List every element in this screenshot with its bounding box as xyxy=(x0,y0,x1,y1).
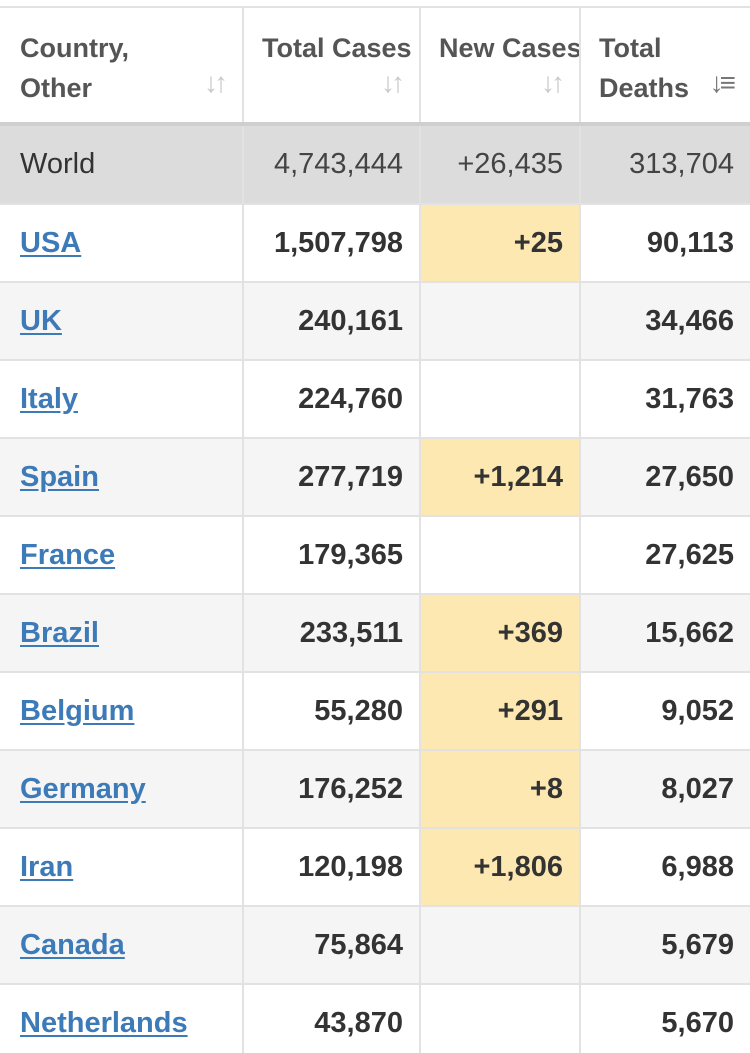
country-cell: Brazil xyxy=(0,593,244,673)
country-cell: Italy xyxy=(0,359,244,439)
country-link[interactable]: USA xyxy=(20,226,82,259)
country-cell: Netherlands xyxy=(0,983,244,1053)
total-cases-cell: 240,161 xyxy=(242,281,421,361)
world-new-cases: +26,435 xyxy=(419,123,581,205)
column-header-country[interactable]: Country, Other ↓↑ xyxy=(0,6,244,126)
table-row: Canada 75,864 5,679 xyxy=(0,905,750,985)
column-header-label: Total Deaths xyxy=(599,33,690,103)
total-cases-cell: 43,870 xyxy=(242,983,421,1053)
total-cases-cell: 277,719 xyxy=(242,437,421,517)
country-cell: Canada xyxy=(0,905,244,985)
new-cases-cell xyxy=(419,983,581,1053)
country-link[interactable]: Brazil xyxy=(20,616,99,649)
total-deaths-cell: 27,650 xyxy=(579,437,750,517)
table-row: Netherlands 43,870 5,670 xyxy=(0,983,750,1053)
sort-descending-icon[interactable]: ↓≡ xyxy=(709,67,736,98)
table-row: Italy 224,760 31,763 xyxy=(0,359,750,439)
column-header-label: Total Cases xyxy=(262,33,412,63)
total-cases-cell: 233,511 xyxy=(242,593,421,673)
total-cases-cell: 120,198 xyxy=(242,827,421,907)
new-cases-cell xyxy=(419,905,581,985)
table-row: Belgium 55,280 +291 9,052 xyxy=(0,671,750,751)
world-label: World xyxy=(0,123,244,205)
table-header-row: Country, Other ↓↑ Total Cases ↓↑ New Cas… xyxy=(0,6,750,126)
table-row: Spain 277,719 +1,214 27,650 xyxy=(0,437,750,517)
sort-icon[interactable]: ↓↑ xyxy=(541,67,565,98)
country-link[interactable]: Belgium xyxy=(20,694,135,727)
total-deaths-cell: 5,679 xyxy=(579,905,750,985)
world-total-row: World 4,743,444 +26,435 313,704 xyxy=(0,123,750,205)
column-header-label: Country, Other xyxy=(20,33,129,103)
table-row: Germany 176,252 +8 8,027 xyxy=(0,749,750,829)
table-row: USA 1,507,798 +25 90,113 xyxy=(0,203,750,283)
table-row: Brazil 233,511 +369 15,662 xyxy=(0,593,750,673)
country-link[interactable]: Netherlands xyxy=(20,1006,188,1039)
new-cases-cell: +1,214 xyxy=(419,437,581,517)
country-cell: Belgium xyxy=(0,671,244,751)
new-cases-cell xyxy=(419,281,581,361)
country-cell: UK xyxy=(0,281,244,361)
total-deaths-cell: 8,027 xyxy=(579,749,750,829)
total-cases-cell: 1,507,798 xyxy=(242,203,421,283)
table-row: Iran 120,198 +1,806 6,988 xyxy=(0,827,750,907)
total-deaths-cell: 27,625 xyxy=(579,515,750,595)
world-total-deaths: 313,704 xyxy=(579,123,750,205)
new-cases-cell: +8 xyxy=(419,749,581,829)
total-deaths-cell: 34,466 xyxy=(579,281,750,361)
new-cases-cell xyxy=(419,359,581,439)
country-cell: USA xyxy=(0,203,244,283)
total-cases-cell: 176,252 xyxy=(242,749,421,829)
sort-icon[interactable]: ↓↑ xyxy=(381,67,405,98)
country-link[interactable]: UK xyxy=(20,304,62,337)
country-link[interactable]: Spain xyxy=(20,460,99,493)
table-row: France 179,365 27,625 xyxy=(0,515,750,595)
country-link[interactable]: France xyxy=(20,538,116,571)
country-cell: France xyxy=(0,515,244,595)
total-deaths-cell: 6,988 xyxy=(579,827,750,907)
new-cases-cell: +369 xyxy=(419,593,581,673)
total-deaths-cell: 31,763 xyxy=(579,359,750,439)
total-deaths-cell: 9,052 xyxy=(579,671,750,751)
total-cases-cell: 55,280 xyxy=(242,671,421,751)
total-deaths-cell: 15,662 xyxy=(579,593,750,673)
column-header-label: New Cases xyxy=(439,33,580,63)
total-cases-cell: 224,760 xyxy=(242,359,421,439)
world-total-cases: 4,743,444 xyxy=(242,123,421,205)
country-link[interactable]: Italy xyxy=(20,382,79,415)
total-cases-cell: 75,864 xyxy=(242,905,421,985)
country-cell: Iran xyxy=(0,827,244,907)
new-cases-cell: +1,806 xyxy=(419,827,581,907)
column-header-total-deaths[interactable]: Total Deaths ↓≡ xyxy=(579,6,750,126)
total-deaths-cell: 90,113 xyxy=(579,203,750,283)
total-cases-cell: 179,365 xyxy=(242,515,421,595)
country-link[interactable]: Germany xyxy=(20,772,146,805)
country-cell: Germany xyxy=(0,749,244,829)
total-deaths-cell: 5,670 xyxy=(579,983,750,1053)
new-cases-cell: +291 xyxy=(419,671,581,751)
country-cell: Spain xyxy=(0,437,244,517)
country-link[interactable]: Iran xyxy=(20,850,74,883)
new-cases-cell xyxy=(419,515,581,595)
covid-stats-table: Country, Other ↓↑ Total Cases ↓↑ New Cas… xyxy=(0,6,750,1053)
column-header-total-cases[interactable]: Total Cases ↓↑ xyxy=(242,6,421,126)
sort-icon[interactable]: ↓↑ xyxy=(204,67,228,98)
country-link[interactable]: Canada xyxy=(20,928,125,961)
new-cases-cell: +25 xyxy=(419,203,581,283)
column-header-new-cases[interactable]: New Cases ↓↑ xyxy=(419,6,581,126)
table-row: UK 240,161 34,466 xyxy=(0,281,750,361)
